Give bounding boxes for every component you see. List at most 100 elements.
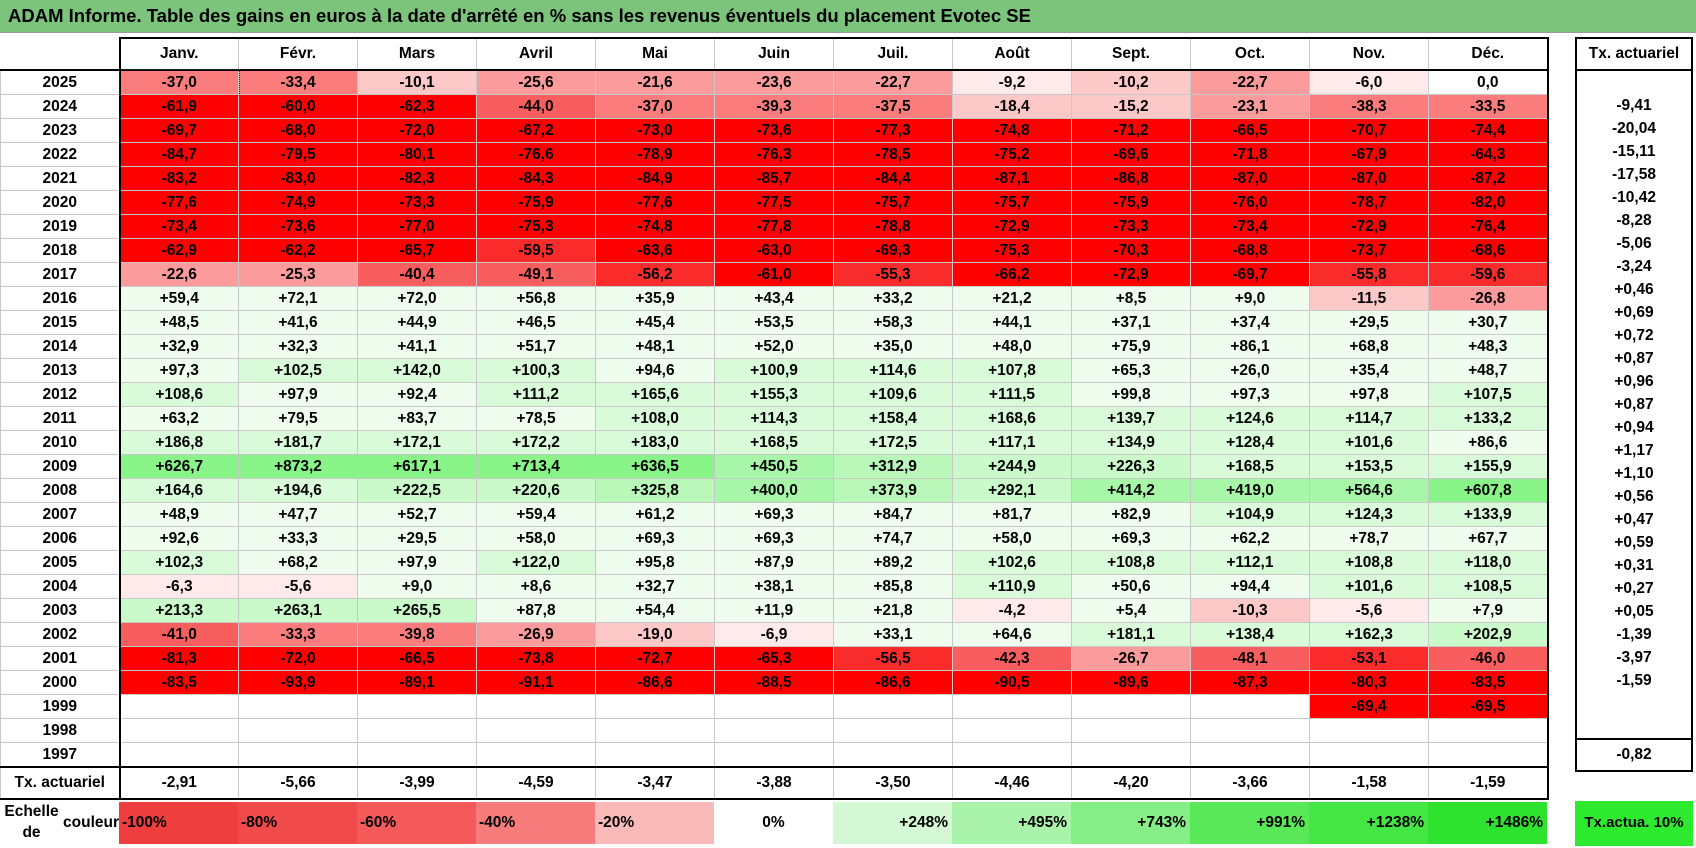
table-cell: -26,7 [1071,646,1191,671]
table-cell: -76,0 [1190,190,1310,215]
table-cell [476,694,596,719]
actuarial-rate-cell [1575,70,1693,94]
year-label: 2017 [0,262,121,287]
table-row: 2005 +102,3 +68,2 +97,9 +122,0 +95,8 +87,9 +89,… [0,550,1549,575]
table-cell: +62,2 [1190,526,1310,551]
color-scale-cell: -60% [357,802,476,844]
table-cell: +35,9 [595,286,715,311]
table-cell: +94,4 [1190,574,1310,599]
table-cell: +133,2 [1428,406,1549,431]
side-row: +0,87 [1575,393,1693,416]
table-cell [595,742,715,768]
side-totals-cell: -0,82 [1575,738,1693,772]
table-cell: +58,0 [476,526,596,551]
table-cell: +138,4 [1190,622,1310,647]
table-cell: -23,1 [1190,94,1310,119]
table-cell: +8,6 [476,574,596,599]
table-cell: +32,9 [119,334,239,359]
table-cell: +11,9 [714,598,834,623]
table-cell: -9,2 [952,69,1072,95]
table-cell: +72,0 [357,286,477,311]
table-cell: +50,6 [1071,574,1191,599]
table-cell: +21,8 [833,598,953,623]
actuarial-rate-cell: +0,56 [1575,485,1693,508]
table-row: 2011 +63,2 +79,5 +83,7 +78,5 +108,0 +114,3 +158… [0,406,1549,431]
table-cell [714,718,834,743]
table-cell: +114,3 [714,406,834,431]
table-cell: +68,2 [238,550,358,575]
color-scale-cell: +991% [1190,802,1309,844]
color-scale: Echelle de couleur -100% -80% -60% -40% -20% 0… [0,800,1548,846]
table-cell: -73,3 [357,190,477,215]
color-scale-label: Echelle de couleur [0,800,119,846]
side-row: -10,42 [1575,186,1693,209]
table-cell: +86,6 [1428,430,1549,455]
table-cell: +108,5 [1428,574,1549,599]
table-cell: -55,3 [833,262,953,287]
table-cell: -80,1 [357,142,477,167]
table-cell: -6,0 [1309,69,1429,95]
table-cell: +124,3 [1309,502,1429,527]
table-cell: -44,0 [476,94,596,119]
table-cell: +168,6 [952,406,1072,431]
table-cell: +617,1 [357,454,477,479]
table-cell: +325,8 [595,478,715,503]
table-cell [1309,718,1429,743]
table-cell: -33,4 [238,69,358,95]
table-cell: -75,9 [476,190,596,215]
year-label: 1997 [0,742,121,768]
table-cell: +110,9 [952,574,1072,599]
table-cell: -82,3 [357,166,477,191]
year-label: 2016 [0,286,121,311]
table-cell: +111,5 [952,382,1072,407]
table-cell: +124,6 [1190,406,1310,431]
year-label: 2022 [0,142,121,167]
table-cell: -15,2 [1071,94,1191,119]
table-cell: -46,0 [1428,646,1549,671]
color-scale-cell: +1238% [1309,802,1428,844]
table-cell: +450,5 [714,454,834,479]
table-cell: -77,3 [833,118,953,143]
table-cell: -10,3 [1190,598,1310,623]
table-row: 2007 +48,9 +47,7 +52,7 +59,4 +61,2 +69,3 +84,7 +… [0,502,1549,527]
table-cell: +85,8 [833,574,953,599]
table-cell: -33,5 [1428,94,1549,119]
table-cell: -85,7 [714,166,834,191]
table-cell: +29,5 [1309,310,1429,335]
table-cell: +99,8 [1071,382,1191,407]
table-cell: +47,7 [238,502,358,527]
table-row: 2014 +32,9 +32,3 +41,1 +51,7 +48,1 +52,0 +35,0 +… [0,334,1549,359]
table-cell: +32,7 [595,574,715,599]
side-header: Tx. actuariel [1575,37,1693,71]
table-cell: +172,5 [833,430,953,455]
actuarial-rate-cell: +0,87 [1575,347,1693,370]
table-cell: -87,1 [952,166,1072,191]
side-row: -15,11 [1575,140,1693,163]
table-cell: -71,8 [1190,142,1310,167]
table-cell: +58,3 [833,310,953,335]
table-cell: +97,3 [1190,382,1310,407]
side-row: +0,56 [1575,485,1693,508]
table-cell: -53,1 [1309,646,1429,671]
table-cell: -55,8 [1309,262,1429,287]
table-cell: -22,6 [119,262,239,287]
table-cell: +54,4 [595,598,715,623]
year-label: 2006 [0,526,121,551]
month-header: Juin [714,37,834,71]
table-cell: +35,0 [833,334,953,359]
year-label: 2011 [0,406,121,431]
table-cell [357,742,477,768]
table-cell: +107,5 [1428,382,1549,407]
table-cell: -61,0 [714,262,834,287]
table-cell: -69,3 [833,238,953,263]
table-cell: +69,3 [714,526,834,551]
table-cell: -73,4 [1190,214,1310,239]
actuarial-rate-cell: -1,39 [1575,623,1693,646]
table-cell: -86,6 [595,670,715,695]
table-cell: -77,5 [714,190,834,215]
table-row: 1997 [0,742,1549,768]
totals-cell: -3,50 [833,766,953,800]
color-scale-label-line: Echelle de [4,803,59,841]
table-cell: +29,5 [357,526,477,551]
table-cell: +8,5 [1071,286,1191,311]
